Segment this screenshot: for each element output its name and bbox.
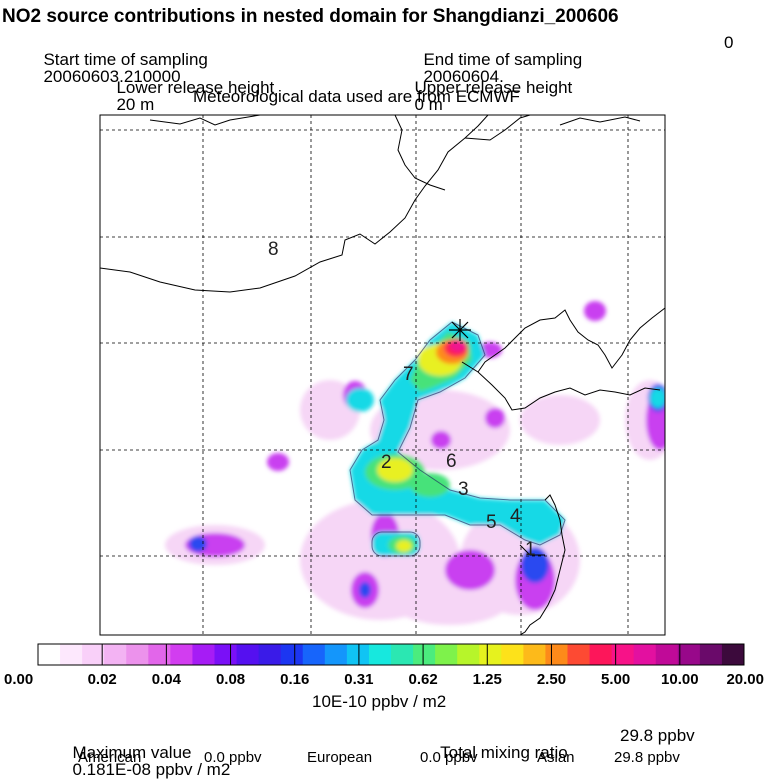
- colorbar-cell: [170, 644, 193, 665]
- colorbar-cell: [633, 644, 657, 665]
- colorbar-cell: [324, 644, 348, 665]
- end-time-value: 20060604.: [423, 67, 504, 86]
- lower-release-label: Lower release height: [116, 78, 275, 97]
- colorbar-cell: [589, 644, 613, 665]
- region-american-value: 0.0 ppbv: [204, 749, 262, 766]
- max-value-label: Maximum value: [72, 743, 192, 762]
- colorbar-cell: [611, 644, 635, 665]
- total-mixing-value: 29.8 ppbv: [620, 726, 695, 745]
- colorbar-tick-label: 20.00: [726, 671, 764, 688]
- colorbar-cell: [60, 644, 83, 665]
- colorbar-cell: [302, 644, 326, 665]
- colorbar-cell: [280, 644, 304, 665]
- met-data-line: Meteorological data used are from ECMWF: [193, 87, 520, 106]
- colorbar-cell: [368, 644, 392, 665]
- colorbar-cell: [104, 644, 127, 665]
- colorbar-cell: [677, 644, 701, 665]
- colorbar-cell: [346, 644, 370, 665]
- region-label-3: 3: [458, 479, 469, 500]
- start-time-value: 20060603.210000: [43, 67, 181, 86]
- colorbar-tick-label: 0.31: [344, 671, 373, 688]
- end-time-suffix: 0: [724, 33, 734, 52]
- region-label-6: 6: [446, 451, 457, 472]
- coastline: [100, 115, 665, 635]
- colorbar-tick-label: 2.50: [537, 671, 566, 688]
- colorbar-cell: [82, 644, 105, 665]
- colorbar-cell: [457, 644, 480, 665]
- colorbar-cell: [435, 644, 458, 665]
- colorbar-cell: [258, 644, 282, 665]
- region-label-8: 8: [268, 239, 279, 260]
- colorbar-cell: [567, 644, 591, 665]
- colorbar-tick-label: 0.04: [152, 671, 182, 688]
- colorbar-tick-label: 0.16: [280, 671, 309, 688]
- colorbar-cell: [192, 644, 215, 665]
- colorbar-tick-label: 5.00: [601, 671, 630, 688]
- colorbar-tick-label: 1.25: [473, 671, 502, 688]
- colorbar-tick-label: 0.62: [408, 671, 437, 688]
- colorbar-cell: [721, 644, 745, 665]
- colorbar-cell: [523, 644, 546, 665]
- upper-release-value: 0 m: [414, 95, 443, 114]
- region-label-5: 5: [486, 512, 497, 533]
- total-mixing-label: Total mixing ratio: [440, 743, 568, 762]
- map-grid: [100, 115, 665, 635]
- colorbar-tick-label: 0.08: [216, 671, 245, 688]
- colorbar-tick-label: 10.00: [661, 671, 699, 688]
- colorbar-cell: [413, 644, 436, 665]
- region-label-1: 1: [525, 539, 536, 560]
- region-european-name: European: [307, 749, 373, 766]
- receptor-marker: [449, 319, 471, 341]
- colorbar-cell: [699, 644, 723, 665]
- region-label-4: 4: [510, 506, 521, 527]
- region-american-name: American: [78, 749, 142, 766]
- colorbar-cell: [655, 644, 679, 665]
- colorbar-cell: [38, 644, 61, 665]
- region-label-2: 2: [381, 452, 392, 473]
- colorbar-cell: [148, 644, 171, 665]
- region-asian-name: Asian: [537, 749, 575, 766]
- colorbar-tick-label: 0.00: [4, 671, 33, 688]
- upper-release-label: Upper release height: [414, 78, 573, 97]
- colorbar-cell: [479, 644, 502, 665]
- colorbar-cell: [236, 644, 260, 665]
- lower-release-value: 20 m: [116, 95, 155, 114]
- colorbar-cell: [501, 644, 524, 665]
- map-frame: [99, 114, 666, 636]
- colorbar-cell: [214, 644, 238, 665]
- colorbar-cell: [545, 644, 568, 665]
- region-asian-value: 29.8 ppbv: [614, 749, 680, 766]
- chart-title: NO2 source contributions in nested domai…: [2, 6, 619, 27]
- region-label-7: 7: [403, 364, 414, 385]
- colorbar-tick-label: 0.02: [88, 671, 117, 688]
- end-time-label: End time of sampling: [423, 50, 583, 69]
- start-time-label: Start time of sampling: [43, 50, 208, 69]
- colorbar-cell: [126, 644, 149, 665]
- colorbar-unit: 10E-10 ppbv / m2: [312, 692, 447, 711]
- region-european-value: 0.0 ppbv: [420, 749, 478, 766]
- colorbar-cell: [391, 644, 414, 665]
